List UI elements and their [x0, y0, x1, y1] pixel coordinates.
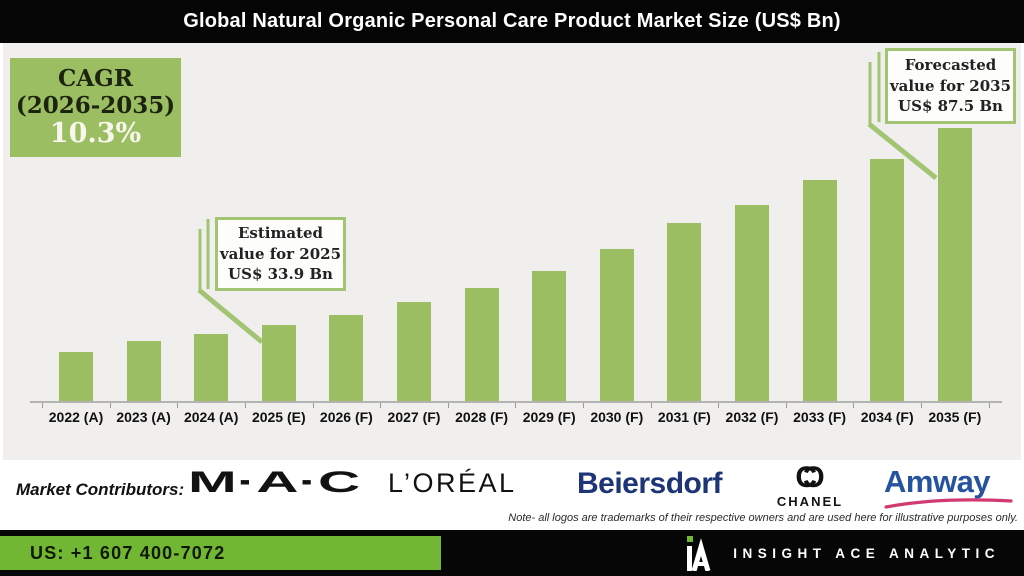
x-axis-tick: [245, 403, 246, 408]
annotation-line: value for 2025: [219, 244, 342, 263]
x-axis-tick: [853, 403, 855, 408]
cagr-label: CAGR: [58, 65, 133, 93]
bar-2032 (F): [735, 205, 769, 401]
x-axis-label: 2025 (E): [251, 409, 306, 425]
x-axis-tick: [380, 403, 382, 408]
annotation-line: Forecasted: [904, 55, 997, 74]
bar-2027 (F): [397, 302, 431, 401]
bar-2026 (F): [329, 315, 364, 401]
x-axis-tick: [42, 403, 44, 408]
chanel-wordmark: CHANEL: [776, 494, 844, 509]
x-axis-label: 2024 (A): [183, 409, 239, 425]
amway-logo: Amway: [884, 464, 1014, 510]
x-axis-tick: [785, 403, 787, 408]
phone-number: US: +1 607 400-7072: [30, 542, 226, 563]
x-axis-label: 2034 (F): [860, 409, 914, 425]
annotation-forecasted-2035: Forecasted value for 2035 US$ 87.5 Bn: [885, 48, 1016, 124]
annotation-estimated-2025: Estimated value for 2025 US$ 33.9 Bn: [215, 217, 346, 291]
annotation-line: value for 2035: [889, 76, 1012, 95]
x-axis-tick: [515, 403, 517, 408]
x-axis-label: 2022 (A): [48, 409, 104, 425]
loreal-logo: L’ORÉAL: [388, 468, 517, 498]
market-contributors-strip: Market Contributors: M·A·C L’ORÉAL Beier…: [0, 460, 1024, 530]
annotation-line: Estimated: [237, 223, 324, 242]
brand-name: INSIGHT ACE ANALYTIC: [733, 545, 1000, 561]
page-title: Global Natural Organic Personal Care Pro…: [183, 10, 841, 32]
bar-2024 (A): [194, 334, 229, 401]
footer-bar: US: +1 607 400-7072 INSIGHT ACE ANALYTIC: [0, 530, 1024, 576]
bar-2033 (F): [802, 180, 837, 401]
x-axis-label: 2031 (F): [657, 409, 711, 425]
title-bar: Global Natural Organic Personal Care Pro…: [0, 0, 1024, 43]
x-axis-tick: [988, 403, 990, 408]
x-axis-label: 2027 (F): [387, 409, 441, 425]
market-contributors-label: Market Contributors:: [16, 480, 185, 499]
amway-wordmark: Amway: [884, 464, 991, 499]
cagr-value: 10.3%: [49, 118, 142, 150]
annotation-line: US$ 33.9 Bn: [228, 265, 333, 284]
insight-ace-analytic-logo-icon: [687, 536, 711, 571]
bar-2029 (F): [532, 271, 567, 401]
x-axis-tick: [312, 403, 314, 408]
x-axis-tick: [447, 403, 449, 408]
bar-chart: 2022 (A) 2023 (A) 2024 (A) 2025 (E) 2026 (F)…: [3, 43, 1021, 460]
bar-2035 (F): [937, 128, 972, 401]
trademark-note: Note- all logos are trademarks of their …: [508, 512, 1018, 524]
x-axis-tick: [177, 403, 179, 408]
x-axis-tick: [718, 403, 720, 408]
annotation-line: US$ 87.5 Bn: [898, 97, 1003, 116]
bar-2030 (F): [599, 249, 634, 401]
bar-2025 (E): [261, 325, 296, 401]
bar-2034 (F): [870, 159, 905, 401]
bar-2022 (A): [59, 352, 93, 401]
bar-2031 (F): [667, 223, 702, 401]
x-axis-tick: [109, 403, 111, 408]
x-axis-label: 2028 (F): [455, 409, 509, 425]
bar-2023 (A): [126, 341, 161, 401]
brand-block: INSIGHT ACE ANALYTIC: [685, 530, 1000, 576]
x-axis-label: 2029 (F): [522, 409, 576, 425]
x-axis-line: [30, 401, 1002, 403]
phone-block: US: +1 607 400-7072: [0, 536, 441, 570]
x-axis-label: 2035 (F): [928, 409, 982, 425]
x-axis-label: 2033 (F): [793, 409, 847, 425]
chart-panel: CAGR (2026-2035) 10.3% 2022 (A) 2023 (A) 2…: [3, 43, 1021, 460]
cagr-range: (2026-2035): [15, 91, 176, 119]
x-axis-tick: [583, 403, 584, 408]
bar-2028 (F): [464, 288, 499, 401]
mac-logo: M·A·C: [188, 466, 361, 499]
x-axis-label: 2026 (F): [319, 409, 373, 425]
x-axis-label: 2030 (F): [590, 409, 644, 425]
x-axis-tick: [650, 403, 652, 408]
cagr-box: CAGR (2026-2035) 10.3%: [10, 58, 181, 157]
x-axis-label: 2032 (F): [725, 409, 779, 425]
x-axis-label: 2023 (A): [116, 409, 171, 425]
beiersdorf-logo: Beiersdorf: [577, 467, 723, 500]
amway-swoosh-icon: [884, 498, 1013, 509]
x-axis-tick: [921, 403, 922, 408]
